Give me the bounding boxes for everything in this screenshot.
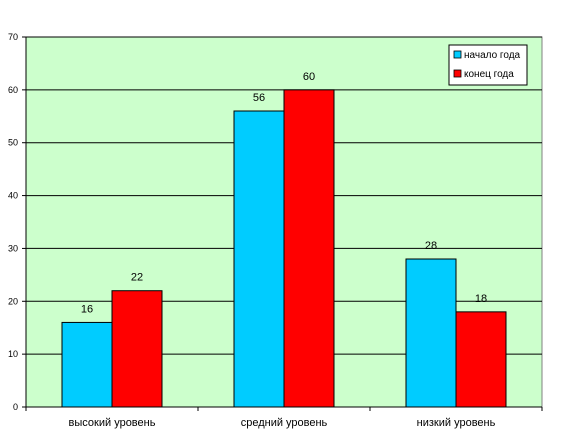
legend-label: начало года <box>464 50 521 61</box>
bar <box>111 290 163 408</box>
category-labels: высокий уровень средний уровень низкий уро… <box>69 417 496 429</box>
data-label: 22 <box>131 272 143 284</box>
bar <box>233 110 285 408</box>
y-tick-label: 60 <box>8 85 18 95</box>
bar <box>405 258 457 408</box>
x-axis-ticks <box>25 407 543 411</box>
legend-swatch <box>453 69 462 78</box>
data-label: 56 <box>253 92 265 104</box>
data-label: 16 <box>81 303 93 315</box>
legend-box <box>448 44 528 86</box>
y-tick-label: 0 <box>13 402 18 412</box>
data-label: 18 <box>475 293 487 305</box>
bar <box>455 311 507 408</box>
bars <box>61 89 507 408</box>
data-label: 60 <box>303 71 315 83</box>
y-tick-label: 30 <box>8 243 18 253</box>
data-label: 28 <box>425 240 437 252</box>
y-tick-label: 40 <box>8 191 18 201</box>
legend: начало года конец года <box>448 44 528 86</box>
category-label: высокий уровень <box>69 417 156 429</box>
bar <box>61 321 113 408</box>
y-tick-label: 50 <box>8 138 18 148</box>
y-tick-label: 10 <box>8 349 18 359</box>
legend-swatch <box>453 50 462 59</box>
data-labels: 16 22 56 60 28 18 <box>81 71 487 316</box>
y-tick-label: 70 <box>8 32 18 42</box>
bar <box>283 89 335 408</box>
category-label: средний уровень <box>241 417 328 429</box>
y-tick-label: 20 <box>8 296 18 306</box>
category-label: низкий уровень <box>417 417 496 429</box>
legend-label: конец года <box>464 69 514 80</box>
y-axis-ticks: 0 10 20 30 40 50 60 70 <box>8 32 26 412</box>
